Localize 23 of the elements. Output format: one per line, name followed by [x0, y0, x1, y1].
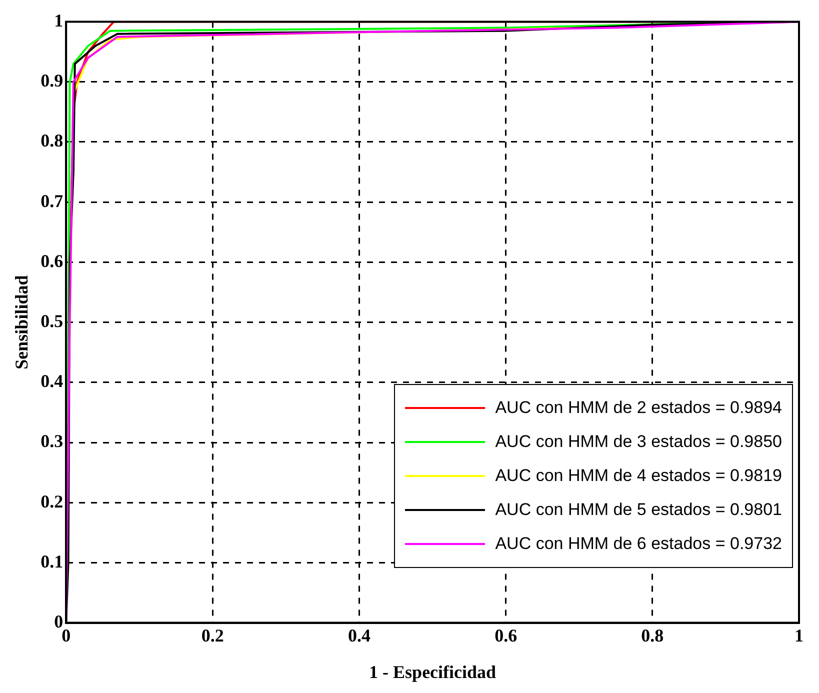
x-tick-label: 0.2 [201, 625, 224, 646]
legend-label: AUC con HMM de 2 estados = 0.9894 [495, 398, 782, 418]
y-tick-label: 0.4 [40, 371, 64, 392]
x-tick-label: 0.8 [641, 625, 664, 646]
legend-label: AUC con HMM de 4 estados = 0.9819 [495, 466, 782, 486]
x-axis-title: 1 - Especificidad [369, 662, 496, 682]
y-tick-label: 1 [54, 10, 64, 30]
x-tick-label: 0.6 [494, 625, 518, 646]
y-tick-label: 0.6 [40, 250, 64, 271]
x-tick-label: 0.4 [348, 625, 371, 646]
legend-label: AUC con HMM de 3 estados = 0.9850 [495, 432, 782, 452]
x-tick-label: 1 [794, 625, 804, 646]
y-tick-label: 0.9 [40, 70, 64, 91]
y-tick-label: 0.7 [40, 190, 64, 211]
y-axis-title: Sensibilidad [11, 275, 32, 370]
y-tick-label: 0.1 [40, 551, 64, 572]
y-tick-label: 0 [54, 611, 64, 632]
y-tick-label: 0.5 [40, 310, 64, 331]
y-tick-label: 0.2 [40, 491, 64, 512]
legend-label: AUC con HMM de 5 estados = 0.9801 [495, 500, 782, 520]
y-tick-label: 0.3 [40, 431, 64, 452]
y-tick-label: 0.8 [40, 130, 64, 151]
legend-label: AUC con HMM de 6 estados = 0.9732 [495, 534, 782, 554]
